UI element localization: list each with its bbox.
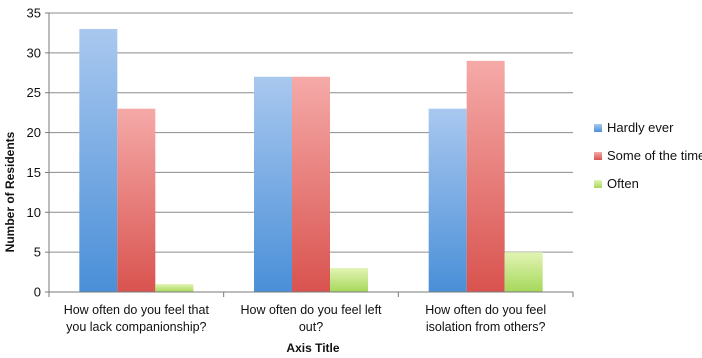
y-tick-label: 20 <box>27 125 41 140</box>
bar-hardly-ever <box>429 109 467 292</box>
legend-swatch <box>594 152 602 160</box>
x-category-label: How often do you feel left <box>240 303 382 317</box>
y-tick-label: 25 <box>27 85 41 100</box>
y-tick-label: 15 <box>27 165 41 180</box>
bar-often <box>505 252 543 292</box>
legend: Hardly ever Some of the time Often <box>594 120 702 191</box>
bar-some-of-the-time <box>117 109 155 292</box>
bar-some-of-the-time <box>292 77 330 292</box>
x-category-label: How often do you feel that <box>64 303 210 317</box>
bar-some-of-the-time <box>467 61 505 292</box>
bar-often <box>155 284 193 292</box>
bars <box>79 29 542 292</box>
x-category-label: isolation from others? <box>426 320 546 334</box>
y-tick-label: 0 <box>34 285 41 300</box>
y-axis-title: Number of Residents <box>3 131 17 252</box>
x-category-label: out? <box>299 320 323 334</box>
legend-swatch <box>594 180 602 188</box>
x-category-label: you lack companionship? <box>66 320 206 334</box>
x-category-label: How often do you feel <box>425 303 546 317</box>
legend-label: Some of the time <box>607 148 702 163</box>
y-tick-label: 10 <box>27 205 41 220</box>
bar-hardly-ever <box>79 29 117 292</box>
y-tick-label: 5 <box>34 245 41 260</box>
legend-label: Hardly ever <box>607 120 674 135</box>
bar-often <box>330 268 368 292</box>
legend-swatch <box>594 124 602 132</box>
y-tick-label: 35 <box>27 6 41 21</box>
bar-hardly-ever <box>254 77 292 292</box>
legend-label: Often <box>607 176 639 191</box>
y-tick-label: 30 <box>27 45 41 60</box>
x-axis-title: Axis Title <box>286 341 339 355</box>
